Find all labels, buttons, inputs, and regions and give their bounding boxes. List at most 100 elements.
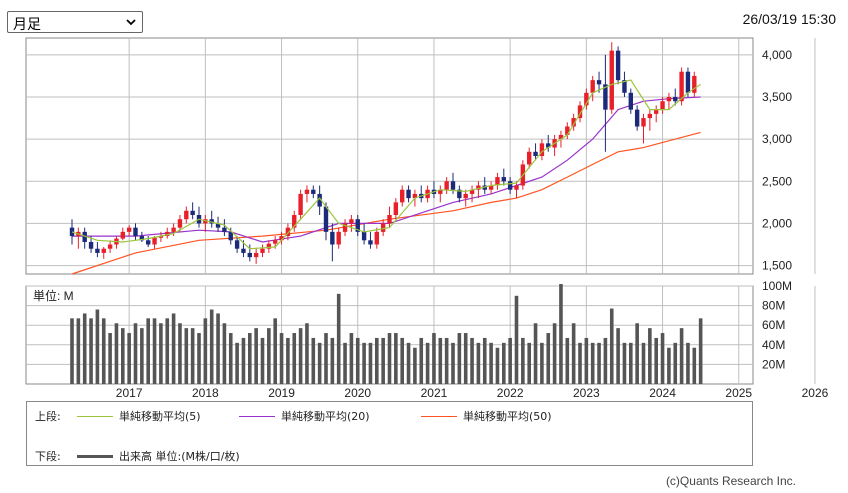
ma5-line [71, 79, 701, 250]
volume-tick-label: 20M [762, 357, 785, 371]
volume-bar [108, 333, 112, 384]
price-tick-label: 4,000 [762, 48, 792, 62]
volume-bar [514, 295, 519, 384]
volume-bar [222, 323, 227, 384]
candle-body [361, 231, 367, 241]
price-tick-label: 2,500 [762, 174, 792, 188]
candle-body [565, 126, 570, 135]
volume-bar [368, 342, 373, 384]
volume-bar [336, 293, 341, 384]
candle-body [406, 189, 411, 199]
candle-body [311, 189, 316, 194]
candle-body [603, 84, 608, 110]
candle-body [622, 80, 627, 93]
volume-bar [216, 313, 220, 384]
volume-bar [101, 318, 106, 384]
candle-body [342, 223, 348, 232]
volume-series [70, 284, 703, 384]
x-tick-label: 2021 [421, 386, 448, 400]
volume-bar [82, 313, 87, 384]
candle-body [501, 177, 506, 182]
candle-body [190, 210, 195, 215]
candle-body [241, 248, 246, 253]
candle-body [209, 219, 214, 224]
volume-bar [686, 342, 690, 384]
candle-body [285, 227, 291, 237]
volume-bar [362, 342, 366, 384]
volume-bar [317, 342, 322, 384]
volume-bar [171, 313, 176, 384]
volume-bar [482, 337, 487, 384]
volume-bar [463, 333, 468, 384]
x-tick-label: 2023 [573, 386, 600, 400]
candle-body [260, 248, 265, 253]
volume-bar [89, 318, 93, 384]
volume-bar [70, 318, 74, 384]
volume-bar [114, 323, 119, 384]
candle-body [634, 109, 640, 127]
volume-bar [228, 333, 233, 384]
ma50-swatch [421, 415, 457, 417]
candle-body [673, 97, 678, 102]
candle-body [527, 151, 532, 165]
candle-body [679, 71, 684, 102]
candle-body [596, 80, 602, 85]
volume-bar [355, 337, 360, 384]
volume-bar [298, 328, 303, 384]
candle-body [641, 118, 646, 127]
candle-body [577, 105, 583, 119]
volume-bar [654, 337, 658, 384]
candle-body [349, 219, 354, 224]
candle-body [133, 227, 138, 237]
candle-body [647, 113, 653, 119]
candle-body [323, 206, 329, 232]
period-select-value: 月足 [13, 17, 41, 33]
x-axis: 2017 2018 2019 2020 2021 2022 2023 2024 2025 2026 [116, 386, 829, 400]
volume-bar [502, 342, 506, 384]
ma5-line-group [71, 79, 701, 250]
period-select[interactable]: 月足 [7, 11, 143, 33]
volume-bar [489, 342, 493, 384]
candle-body [495, 177, 500, 186]
volume-bar [457, 333, 462, 384]
candle-body [279, 236, 284, 241]
candle-body [298, 193, 303, 215]
x-tick-label: 2024 [649, 386, 676, 400]
volume-bar [444, 337, 449, 384]
volume-bar [476, 342, 481, 384]
volume-bar [597, 342, 601, 384]
candle-body [247, 252, 252, 258]
volume-bar [698, 318, 703, 384]
volume-bar [140, 328, 144, 384]
chevron-down-icon [126, 19, 136, 26]
volume-bar [667, 347, 671, 384]
volume-bar [508, 337, 512, 384]
volume-bar [127, 333, 131, 384]
candle-body [488, 185, 494, 190]
price-axis: 4,000 3,500 3,000 2,500 2,000 1,500 [762, 48, 792, 273]
candle-body [215, 223, 221, 228]
candle-body [355, 219, 360, 232]
candle-body [400, 189, 405, 203]
candle-body [69, 227, 75, 237]
candle-body [476, 185, 481, 190]
candle-body [292, 215, 297, 228]
candle-body [120, 231, 125, 239]
volume-unit-label: 単位: M [33, 288, 74, 303]
volume-bar [121, 328, 125, 384]
legend-ma50: 単純移動平均(50) [421, 408, 552, 424]
volume-bar [590, 342, 595, 384]
candle-body [317, 193, 322, 207]
candle-body [368, 240, 373, 245]
candle-body [660, 101, 665, 110]
volume-bar [387, 333, 392, 384]
candle-body [438, 189, 443, 194]
volume-bar [565, 337, 570, 384]
candle-body [177, 219, 183, 228]
volume-bar [400, 337, 404, 384]
volume-bar [349, 333, 354, 384]
x-tick-label: 2020 [344, 386, 371, 400]
candle-body [234, 240, 240, 249]
volume-bar [254, 328, 258, 384]
